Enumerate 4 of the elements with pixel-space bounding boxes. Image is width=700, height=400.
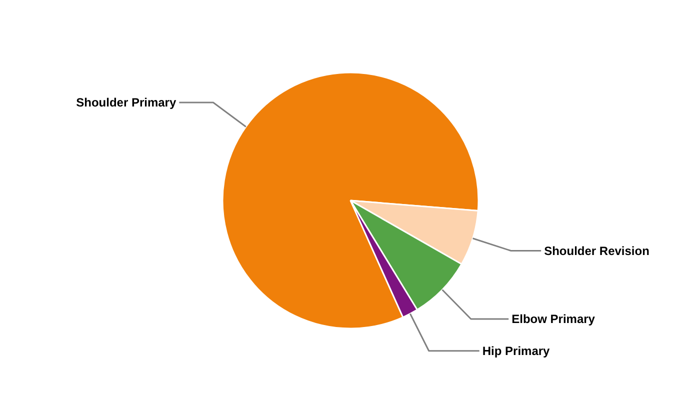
slice-label: Shoulder Primary: [76, 96, 176, 110]
slice-label: Hip Primary: [482, 344, 550, 358]
slice-label: Elbow Primary: [512, 312, 596, 326]
slice-label: Shoulder Revision: [544, 244, 650, 258]
